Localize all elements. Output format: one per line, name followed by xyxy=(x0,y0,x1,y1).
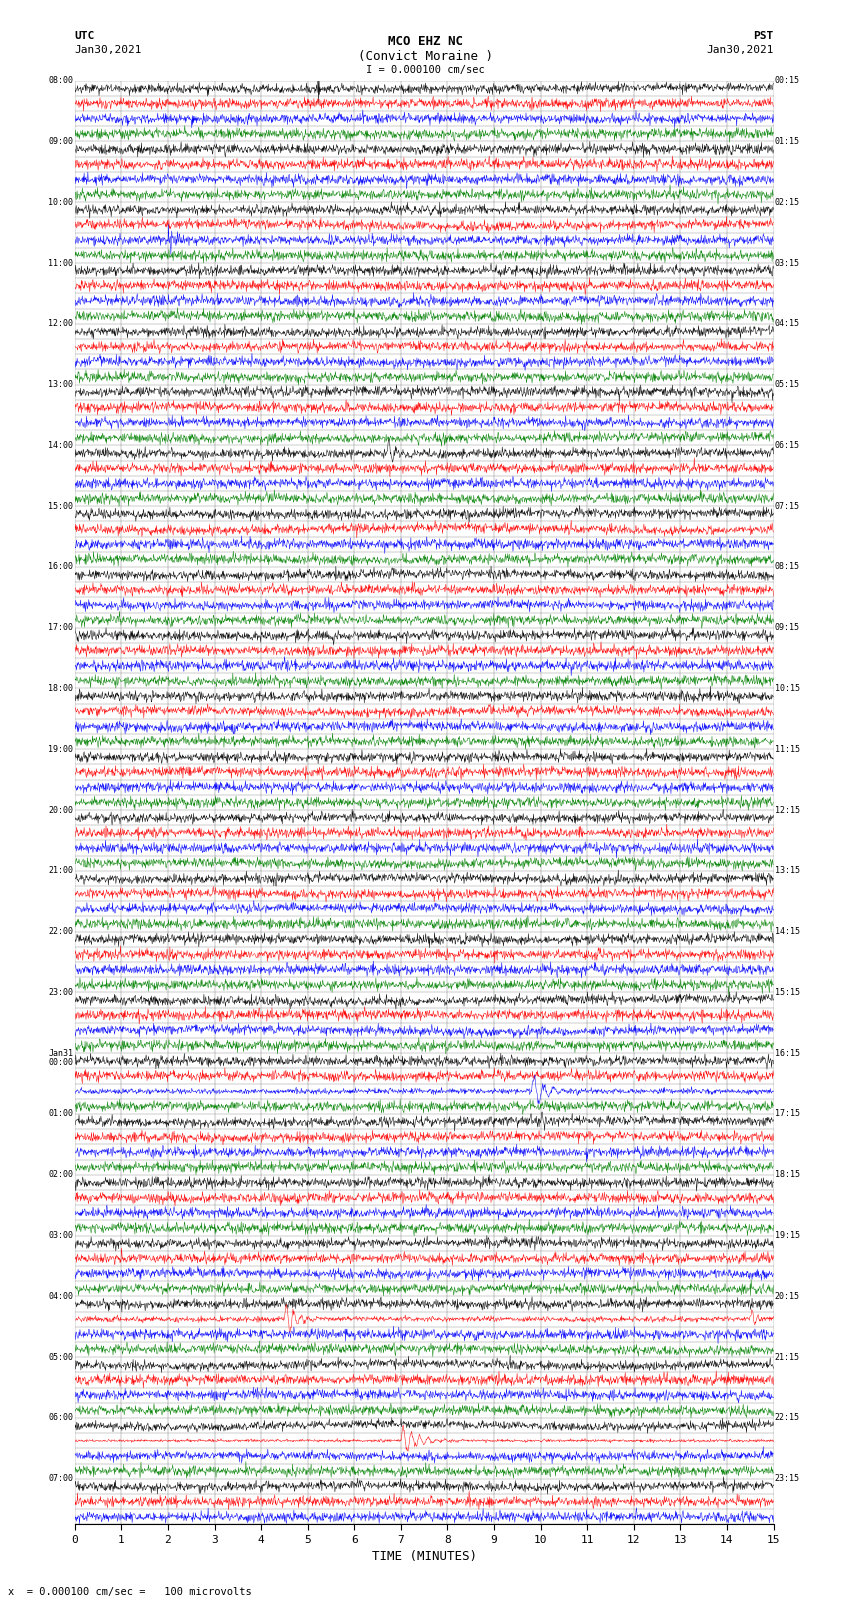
Text: 20:00: 20:00 xyxy=(48,805,73,815)
Text: 19:15: 19:15 xyxy=(775,1231,800,1240)
Text: 16:15: 16:15 xyxy=(775,1048,800,1058)
Text: PST: PST xyxy=(753,31,774,40)
Text: Jan30,2021: Jan30,2021 xyxy=(706,45,774,55)
Text: 13:00: 13:00 xyxy=(48,381,73,389)
Text: 04:15: 04:15 xyxy=(775,319,800,329)
Text: 04:00: 04:00 xyxy=(48,1292,73,1300)
Text: 05:15: 05:15 xyxy=(775,381,800,389)
Text: 17:15: 17:15 xyxy=(775,1110,800,1118)
Text: 03:15: 03:15 xyxy=(775,258,800,268)
Text: 13:15: 13:15 xyxy=(775,866,800,876)
Text: 02:00: 02:00 xyxy=(48,1171,73,1179)
Text: 11:00: 11:00 xyxy=(48,258,73,268)
Text: 18:15: 18:15 xyxy=(775,1171,800,1179)
Text: 18:00: 18:00 xyxy=(48,684,73,694)
Text: 08:00: 08:00 xyxy=(48,76,73,85)
Text: 07:00: 07:00 xyxy=(48,1474,73,1484)
Text: 21:15: 21:15 xyxy=(775,1353,800,1361)
Text: 09:15: 09:15 xyxy=(775,623,800,632)
Text: MCO EHZ NC: MCO EHZ NC xyxy=(388,35,462,48)
Text: 10:15: 10:15 xyxy=(775,684,800,694)
Text: 10:00: 10:00 xyxy=(48,198,73,206)
Text: 08:15: 08:15 xyxy=(775,563,800,571)
Text: 15:00: 15:00 xyxy=(48,502,73,511)
Text: 12:15: 12:15 xyxy=(775,805,800,815)
Text: 00:15: 00:15 xyxy=(775,76,800,85)
Text: 14:15: 14:15 xyxy=(775,927,800,936)
Text: x  = 0.000100 cm/sec =   100 microvolts: x = 0.000100 cm/sec = 100 microvolts xyxy=(8,1587,252,1597)
Text: 06:15: 06:15 xyxy=(775,440,800,450)
Text: 00:00: 00:00 xyxy=(48,1058,73,1066)
Text: (Convict Moraine ): (Convict Moraine ) xyxy=(358,50,492,63)
Text: 20:15: 20:15 xyxy=(775,1292,800,1300)
Text: 11:15: 11:15 xyxy=(775,745,800,753)
Text: 07:15: 07:15 xyxy=(775,502,800,511)
Text: 15:15: 15:15 xyxy=(775,987,800,997)
Text: Jan31: Jan31 xyxy=(48,1048,73,1058)
Text: 14:00: 14:00 xyxy=(48,440,73,450)
Text: 01:00: 01:00 xyxy=(48,1110,73,1118)
Text: UTC: UTC xyxy=(75,31,95,40)
Text: 22:00: 22:00 xyxy=(48,927,73,936)
Text: 17:00: 17:00 xyxy=(48,623,73,632)
Text: I = 0.000100 cm/sec: I = 0.000100 cm/sec xyxy=(366,65,484,74)
Text: 12:00: 12:00 xyxy=(48,319,73,329)
Text: 05:00: 05:00 xyxy=(48,1353,73,1361)
Text: 23:15: 23:15 xyxy=(775,1474,800,1484)
Text: 19:00: 19:00 xyxy=(48,745,73,753)
Text: 21:00: 21:00 xyxy=(48,866,73,876)
Text: 22:15: 22:15 xyxy=(775,1413,800,1423)
Text: 01:15: 01:15 xyxy=(775,137,800,145)
Text: 16:00: 16:00 xyxy=(48,563,73,571)
Text: 06:00: 06:00 xyxy=(48,1413,73,1423)
Text: 02:15: 02:15 xyxy=(775,198,800,206)
Text: 23:00: 23:00 xyxy=(48,987,73,997)
Text: 03:00: 03:00 xyxy=(48,1231,73,1240)
Text: 09:00: 09:00 xyxy=(48,137,73,145)
Text: Jan30,2021: Jan30,2021 xyxy=(75,45,142,55)
X-axis label: TIME (MINUTES): TIME (MINUTES) xyxy=(371,1550,477,1563)
